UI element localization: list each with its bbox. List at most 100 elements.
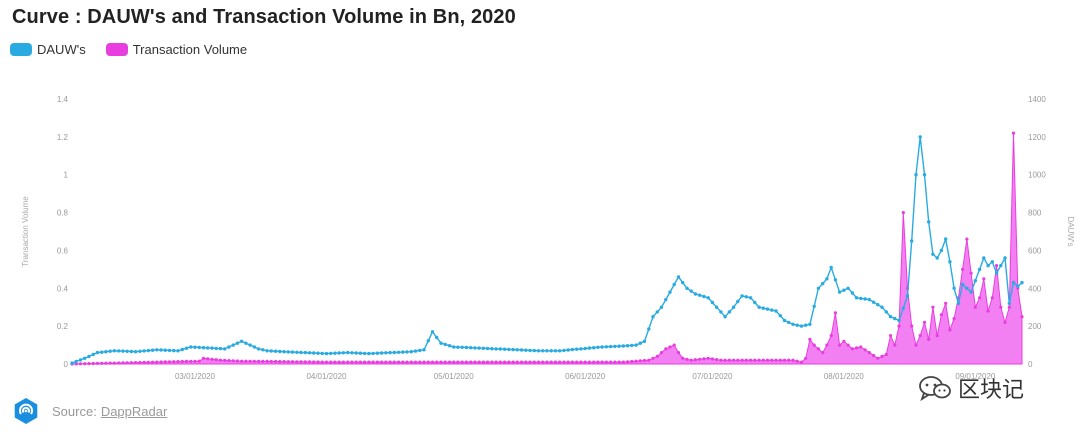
transaction-volume-point: [604, 360, 609, 364]
dauw-point: [167, 348, 172, 353]
dauw-point: [299, 350, 303, 355]
dauw-point: [621, 344, 625, 348]
transaction-volume-point: [876, 356, 880, 360]
transaction-volume-point: [723, 358, 727, 362]
transaction-volume-point: [626, 360, 630, 364]
transaction-volume-point: [702, 357, 706, 361]
dauw-point: [206, 346, 210, 350]
transaction-volume-point: [354, 360, 358, 364]
transaction-volume-point: [621, 360, 625, 364]
dauw-point: [384, 351, 388, 355]
dauw-point: [558, 349, 562, 353]
dauw-point: [778, 314, 782, 318]
dauw-point: [833, 278, 838, 282]
transaction-volume-point: [647, 358, 651, 362]
transaction-volume-point: [125, 361, 129, 365]
dauw-point: [664, 297, 668, 302]
transaction-volume-point: [295, 360, 299, 364]
transaction-volume-point: [278, 360, 282, 364]
transaction-volume-point: [515, 360, 519, 364]
dauw-point: [379, 351, 384, 355]
dauw-point: [375, 351, 380, 355]
dauw-point: [795, 323, 799, 327]
legend-item-dauw[interactable]: DAUW's: [10, 42, 86, 57]
dauw-point: [511, 347, 515, 352]
source-link[interactable]: DappRadar: [100, 403, 168, 419]
legend-label-volume: Transaction Volume: [132, 42, 248, 57]
dauw-point: [388, 350, 392, 355]
transaction-volume-point: [698, 357, 702, 361]
dauw-point: [155, 348, 159, 352]
transaction-volume-point: [490, 360, 494, 364]
transaction-volume-point: [846, 343, 850, 347]
dauw-point: [265, 349, 269, 353]
dauw-point: [235, 341, 240, 345]
dauw-point: [804, 323, 808, 327]
dauw-point: [897, 318, 901, 323]
dauw-point: [218, 346, 223, 351]
dauw-point: [719, 310, 723, 314]
dauw-point: [142, 349, 146, 353]
transaction-volume-point: [791, 358, 795, 362]
transaction-volume-point: [986, 309, 990, 313]
transaction-volume-point: [83, 362, 87, 366]
dauw-point: [227, 345, 231, 349]
dauw-point: [498, 347, 502, 351]
dauw-point: [685, 286, 689, 290]
dauw-point: [418, 348, 422, 353]
transaction-volume-point: [405, 360, 409, 364]
transaction-volume-point: [265, 359, 269, 363]
dauw-point: [944, 237, 948, 241]
dauw-point: [655, 310, 659, 314]
transaction-volume-point: [838, 343, 842, 347]
transaction-volume-point: [155, 360, 159, 364]
transaction-volume-point: [435, 360, 439, 364]
dauw-point: [863, 297, 867, 301]
dauw-point: [507, 347, 511, 352]
dauw-point: [939, 248, 944, 253]
transaction-volume-point: [235, 359, 239, 363]
dauw-point: [261, 348, 265, 352]
dauw-point: [659, 305, 664, 309]
right-tick-label: 1400: [1028, 95, 1046, 104]
transaction-volume-point: [129, 361, 133, 365]
legend-item-volume[interactable]: Transaction Volume: [105, 42, 248, 57]
transaction-volume-point: [609, 360, 613, 364]
transaction-volume-point: [872, 353, 876, 358]
transaction-volume-point: [715, 358, 719, 362]
dauw-point: [914, 173, 918, 177]
transaction-volume-point: [430, 360, 435, 364]
dauw-point: [608, 344, 613, 349]
transaction-volume-point: [727, 358, 732, 362]
transaction-volume-point: [290, 360, 295, 364]
transaction-volume-point: [193, 359, 197, 363]
transaction-volume-point: [138, 360, 142, 365]
transaction-volume-point: [95, 361, 99, 365]
transaction-volume-point: [600, 360, 604, 364]
right-tick-label: 1200: [1028, 133, 1046, 142]
transaction-volume-point: [863, 348, 867, 352]
transaction-volume-point: [914, 343, 918, 347]
transaction-volume-point: [134, 361, 138, 365]
dauw-point: [714, 305, 719, 309]
dauw-point: [91, 352, 95, 357]
dauw-point: [244, 341, 248, 345]
transaction-volume-point: [439, 360, 443, 364]
dauw-point: [100, 350, 104, 354]
transaction-volume-point: [592, 360, 596, 364]
transaction-volume-point: [799, 360, 804, 364]
transaction-volume-point: [774, 358, 778, 362]
dauw-point: [850, 291, 855, 295]
transaction-volume-point: [252, 359, 256, 363]
dauw-point: [753, 300, 757, 305]
dauw-point: [464, 345, 469, 350]
dauw-point: [672, 282, 676, 287]
transaction-volume-point: [363, 360, 367, 364]
dauw-point: [409, 350, 413, 354]
dauw-point: [447, 344, 452, 348]
transaction-volume-point: [893, 343, 897, 347]
dauw-point: [791, 322, 795, 326]
transaction-volume-point: [324, 360, 329, 364]
dauw-point: [133, 350, 138, 354]
dauw-point: [1016, 284, 1020, 289]
